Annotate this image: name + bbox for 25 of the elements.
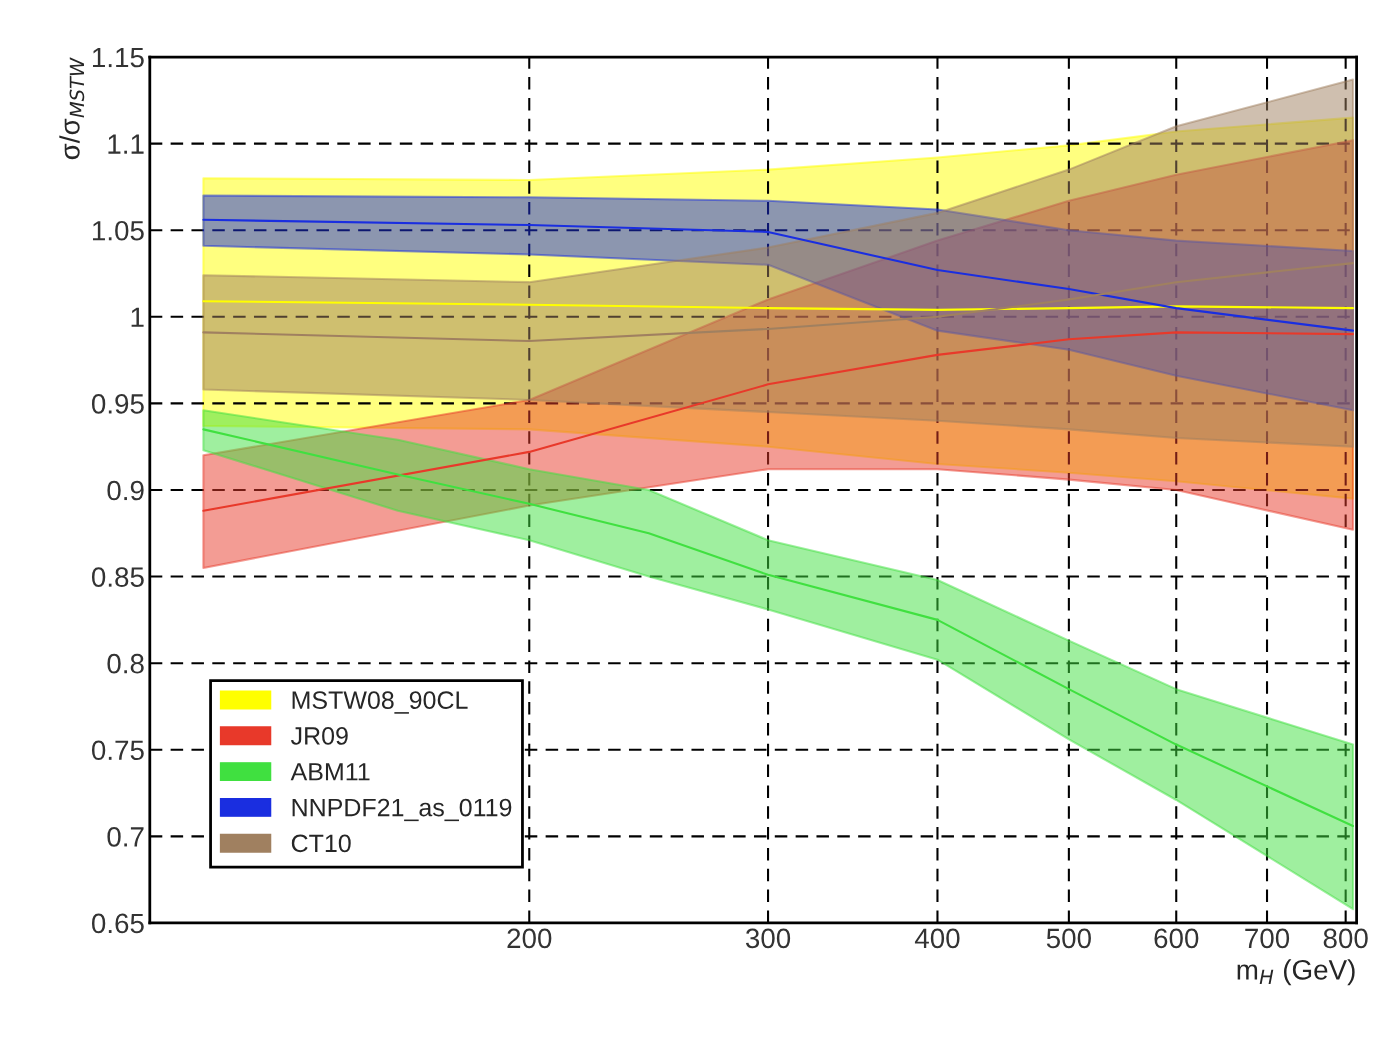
x-tick-label: 400	[914, 928, 960, 949]
y-tick-label: 0.95	[91, 394, 144, 414]
x-tick-label: 300	[745, 928, 791, 949]
y-tick-label: 1.15	[93, 47, 144, 68]
x-tick-label: 500	[1046, 928, 1091, 949]
legend-label: ABM11	[290, 763, 370, 781]
x-tick-label: 600	[1154, 928, 1199, 949]
y-tick-label: 1.05	[93, 220, 144, 241]
y-tick-label: 1.1	[108, 134, 144, 154]
x-tick-label: 700	[1245, 928, 1290, 949]
y-tick-label: 0.8	[107, 653, 144, 674]
y-tick-label: 0.75	[91, 740, 144, 761]
legend-label: NNPDF21_as_0119	[292, 798, 512, 822]
y-tick-label: 0.85	[91, 567, 144, 587]
x-tick-label: 800	[1323, 928, 1368, 949]
y-tick-label: 0.65	[91, 913, 144, 934]
legend-label: JR09	[290, 727, 348, 745]
y-axis-title: σ/σ$_{MSTW}$	[59, 57, 85, 160]
x-tick-label: 200	[507, 928, 552, 949]
x-axis-title: m$_{H}$ (GeV)	[1237, 959, 1355, 986]
y-tick-label: 0.9	[107, 480, 144, 501]
y-tick-label: 0.7	[107, 827, 144, 847]
y-tick-label: 1	[131, 307, 144, 327]
legend-label: MSTW08_90CL	[292, 691, 468, 714]
legend-label: CT10	[291, 834, 351, 853]
